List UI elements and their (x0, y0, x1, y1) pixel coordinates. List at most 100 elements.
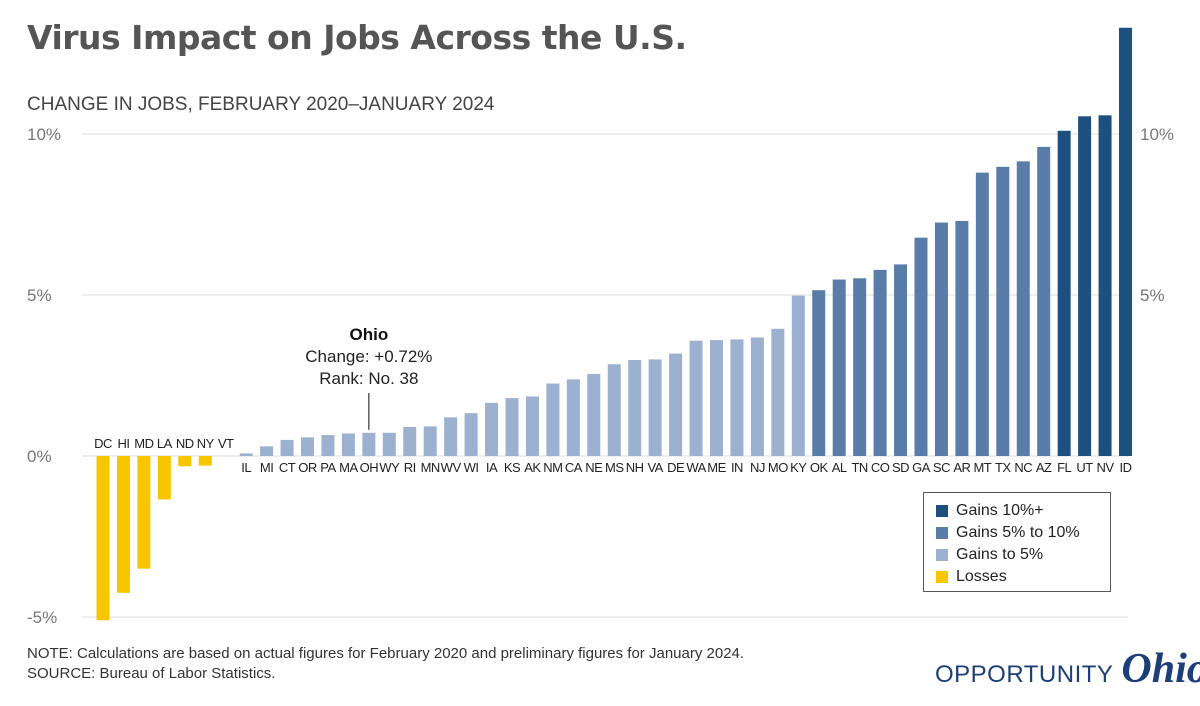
legend: Gains 10%+ Gains 5% to 10% Gains to 5% L… (923, 492, 1111, 592)
bar-ca (566, 379, 580, 456)
x-tick-label: AZ (1036, 460, 1052, 475)
legend-item: Gains 10%+ (936, 500, 1110, 522)
bar-ri (403, 427, 417, 456)
bar-ga (914, 237, 928, 456)
x-tick-label: AR (953, 460, 970, 475)
bar-ut (1078, 116, 1092, 456)
bar-az (1037, 146, 1051, 456)
y-tick-label: -5% (27, 608, 57, 627)
bar-ms (607, 364, 621, 456)
x-tick-label: KY (790, 460, 807, 475)
x-tick-label: MA (339, 460, 358, 475)
bar-ar (955, 220, 969, 456)
legend-item: Gains 5% to 10% (936, 522, 1110, 544)
x-tick-label: SD (892, 460, 909, 475)
x-tick-label: PA (320, 460, 336, 475)
x-tick-label: MS (605, 460, 624, 475)
bar-mn (423, 426, 437, 456)
bar-mi (260, 446, 274, 456)
legend-swatch (936, 527, 948, 539)
x-tick-label: OK (810, 460, 829, 475)
x-tick-label: WA (686, 460, 706, 475)
x-tick-label: SC (933, 460, 950, 475)
bar-nd (178, 456, 192, 467)
x-tick-label: IL (241, 460, 251, 475)
x-tick-label: NE (585, 460, 603, 475)
y-tick-label: 0% (27, 447, 52, 466)
legend-swatch (936, 549, 948, 561)
bar-ak (525, 396, 539, 456)
x-tick-label: ID (1120, 460, 1132, 475)
brand-script: Ohio (1121, 646, 1200, 692)
x-tick-label: VT (218, 436, 234, 451)
bar-sc (934, 222, 948, 456)
footer: NOTE: Calculations are based on actual f… (27, 644, 744, 684)
x-tick-label: MN (421, 460, 440, 475)
bar-wy (382, 432, 396, 456)
x-tick-label: ME (707, 460, 726, 475)
x-tick-label: CO (871, 460, 890, 475)
x-tick-label: NH (626, 460, 644, 475)
bar-mt (975, 172, 989, 456)
x-tick-label: NM (543, 460, 562, 475)
footer-source: SOURCE: Bureau of Labor Statistics. (27, 665, 276, 682)
bar-nc (1016, 161, 1030, 456)
x-tick-label: NJ (750, 460, 765, 475)
x-tick-label: GA (912, 460, 931, 475)
x-tick-label: IA (486, 460, 498, 475)
bar-al (832, 279, 846, 456)
bar-nm (546, 383, 560, 456)
x-tick-label: OR (298, 460, 317, 475)
bar-ct (280, 439, 294, 456)
x-tick-label: VA (647, 460, 663, 475)
footer-note: NOTE: Calculations are based on actual f… (27, 645, 745, 662)
bar-de (669, 353, 683, 456)
bar-ia (485, 402, 499, 456)
bar-hi (116, 456, 130, 593)
x-tick-label: CA (565, 460, 583, 475)
x-tick-label: UT (1076, 460, 1093, 475)
x-tick-label: KS (504, 460, 521, 475)
bar-md (137, 456, 151, 569)
legend-label: Losses (956, 568, 1007, 585)
x-tick-label: AL (832, 460, 847, 475)
x-tick-label: MD (134, 436, 153, 451)
bar-mo (771, 328, 785, 456)
bar-in (730, 339, 744, 456)
bar-ne (587, 373, 601, 456)
bar-il (239, 453, 253, 456)
x-tick-label: NY (197, 436, 215, 451)
bar-co (873, 269, 887, 456)
x-tick-label: MI (260, 460, 273, 475)
bar-va (648, 359, 662, 456)
x-tick-label: MO (768, 460, 788, 475)
bar-me (710, 340, 723, 456)
legend-item: Losses (936, 566, 1110, 588)
x-tick-label: WI (464, 460, 479, 475)
x-tick-label: TX (995, 460, 1011, 475)
bar-nh (628, 360, 642, 456)
x-tick-label: IN (731, 460, 743, 475)
bar-ok (812, 290, 826, 456)
y-tick-label-right: 5% (1140, 286, 1165, 305)
x-tick-label: FL (1057, 460, 1071, 475)
bar-oh (362, 432, 376, 456)
x-tick-label: TN (851, 460, 867, 475)
brand-word: OPPORTUNITY (935, 661, 1114, 688)
bar-wa (689, 340, 703, 456)
x-tick-label: NC (1014, 460, 1032, 475)
bar-ny (198, 456, 212, 466)
x-tick-label: WV (441, 460, 462, 475)
chart-subtitle: CHANGE IN JOBS, FEBRUARY 2020–JANUARY 20… (27, 94, 495, 115)
bar-wv (444, 417, 458, 456)
bar-ma (341, 433, 355, 456)
legend-label: Gains to 5% (956, 546, 1044, 563)
y-tick-label-right: 10% (1140, 125, 1174, 144)
x-tick-label: WY (379, 460, 400, 475)
chart-title: Virus Impact on Jobs Across the U.S. (27, 18, 687, 57)
bar-or (301, 437, 314, 456)
brand-logo[interactable]: OPPORTUNITY Ohio (935, 645, 1200, 693)
x-tick-label: CT (279, 460, 296, 475)
x-tick-label: HI (117, 436, 129, 451)
